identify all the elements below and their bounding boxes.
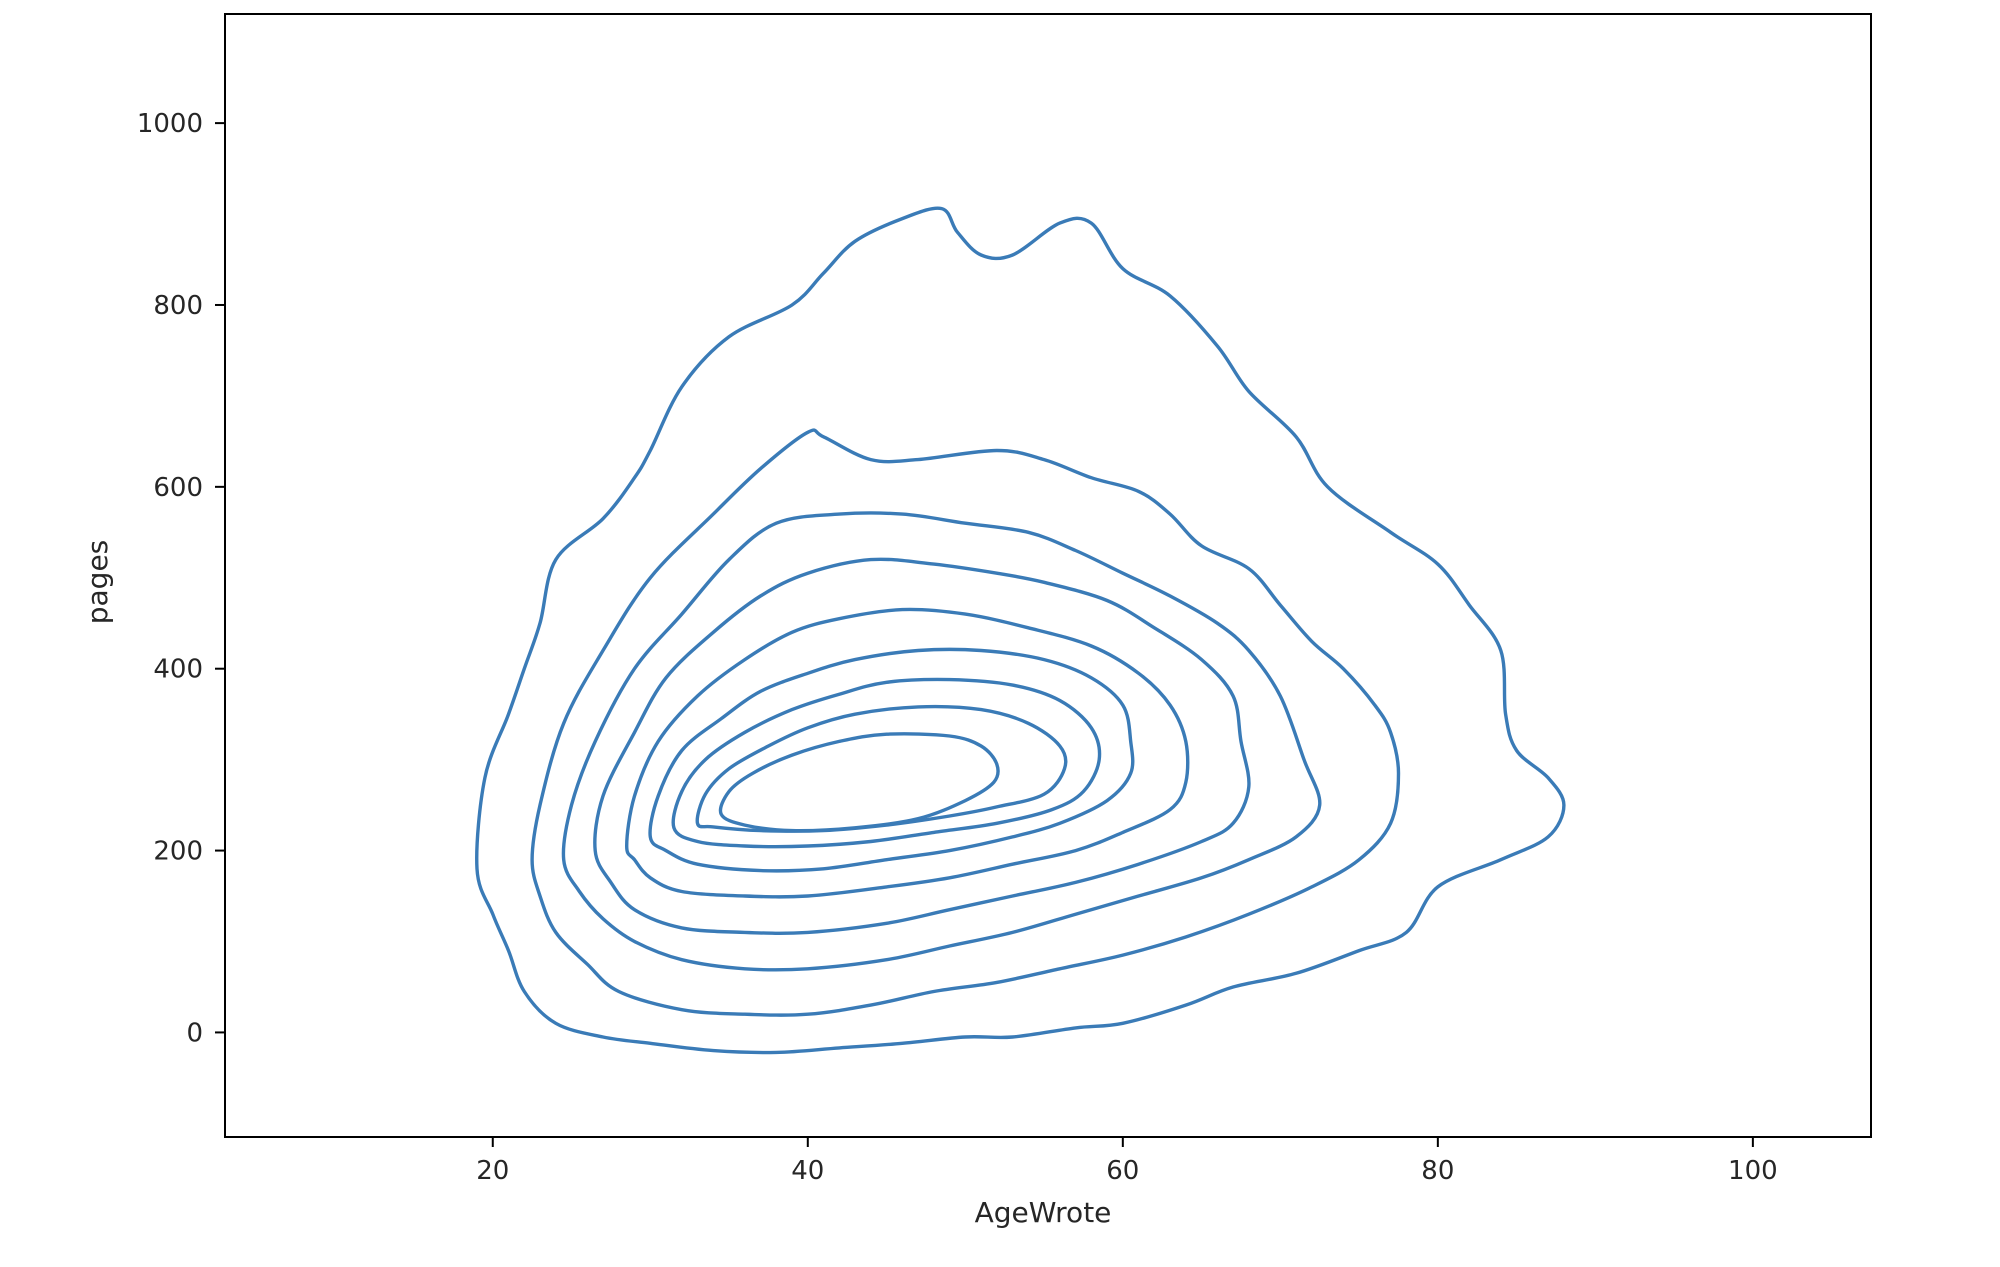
x-tick-label: 100 (1728, 1156, 1778, 1186)
y-tick-label: 800 (153, 291, 203, 321)
contour-level-1 (475, 206, 1566, 1055)
contour-level-9 (718, 732, 1000, 833)
x-tick-label: 20 (476, 1156, 509, 1186)
x-tick-label: 40 (791, 1156, 824, 1186)
y-axis-ticks: 0 200 400 600 800 1000 (137, 109, 225, 1048)
contour-level-7 (671, 677, 1102, 849)
y-tick-label: 1000 (137, 109, 203, 139)
contour-level-4 (593, 557, 1251, 935)
x-tick-label: 80 (1421, 1156, 1454, 1186)
x-tick-label: 60 (1106, 1156, 1139, 1186)
y-axis-label: pages (81, 540, 114, 625)
plot-frame (224, 13, 1872, 1138)
contour-level-6 (648, 647, 1135, 873)
x-axis-ticks: 20 40 60 80 100 (476, 1137, 1778, 1186)
y-tick-label: 600 (153, 473, 203, 503)
y-tick-label: 200 (153, 837, 203, 867)
y-tick-label: 0 (186, 1018, 203, 1048)
x-axis-label: AgeWrote (975, 1196, 1112, 1229)
contour-lines (475, 206, 1566, 1055)
contour-level-5 (625, 607, 1190, 899)
y-tick-label: 400 (153, 655, 203, 685)
contour-level-2 (530, 428, 1401, 1017)
contour-level-3 (561, 511, 1322, 972)
